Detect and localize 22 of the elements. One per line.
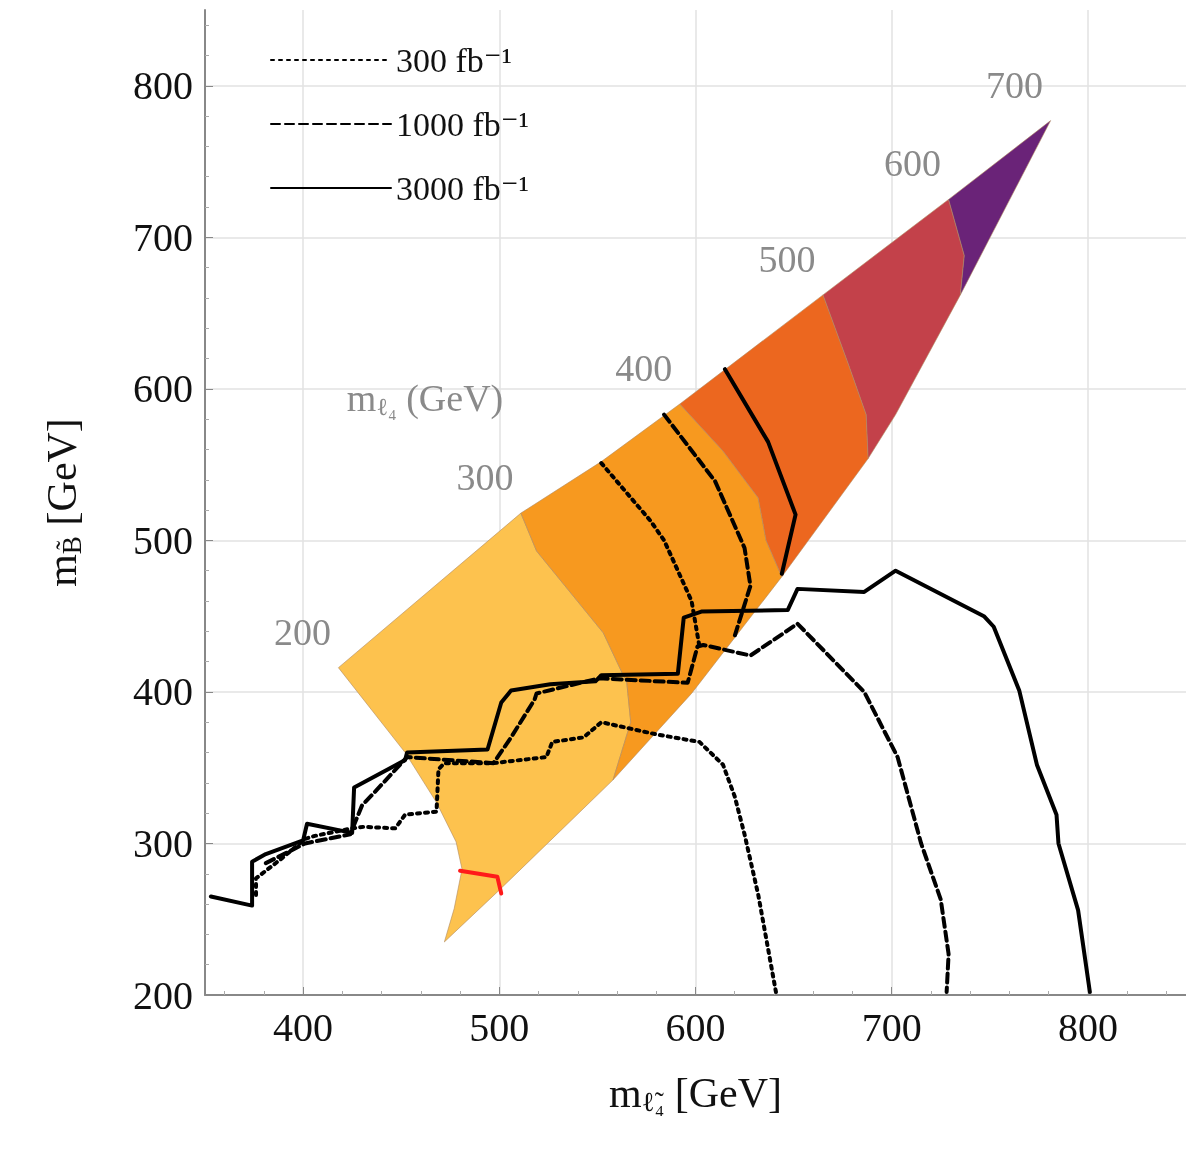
annotation: 200 bbox=[273, 610, 331, 653]
y-tick-label: 700 bbox=[133, 214, 193, 260]
y-tick-label: 800 bbox=[133, 63, 193, 109]
y-tick-label: 200 bbox=[133, 972, 193, 1018]
y-tick-label: 300 bbox=[133, 820, 193, 866]
legend-label: 300 fb⁻¹ bbox=[396, 41, 512, 79]
x-tick-label: 400 bbox=[273, 1004, 334, 1050]
y-axis-title: mB̃ [GeV] bbox=[39, 418, 87, 587]
annotation: 300 bbox=[456, 456, 514, 499]
x-tick-label: 600 bbox=[665, 1004, 726, 1050]
y-tick-label: 400 bbox=[133, 669, 193, 715]
legend-label: 3000 fb⁻¹ bbox=[396, 169, 529, 207]
annotation: 600 bbox=[884, 142, 942, 185]
y-tick-label: 600 bbox=[133, 366, 193, 412]
x-tick-label: 700 bbox=[861, 1004, 922, 1050]
annotation: 400 bbox=[615, 347, 673, 389]
y-tick-label: 500 bbox=[133, 517, 193, 563]
annotation: 700 bbox=[986, 63, 1044, 106]
x-tick-label: 800 bbox=[1057, 1004, 1118, 1050]
x-tick-label: 500 bbox=[469, 1004, 530, 1050]
annotation: 500 bbox=[758, 237, 816, 280]
legend-label: 1000 fb⁻¹ bbox=[396, 105, 529, 143]
